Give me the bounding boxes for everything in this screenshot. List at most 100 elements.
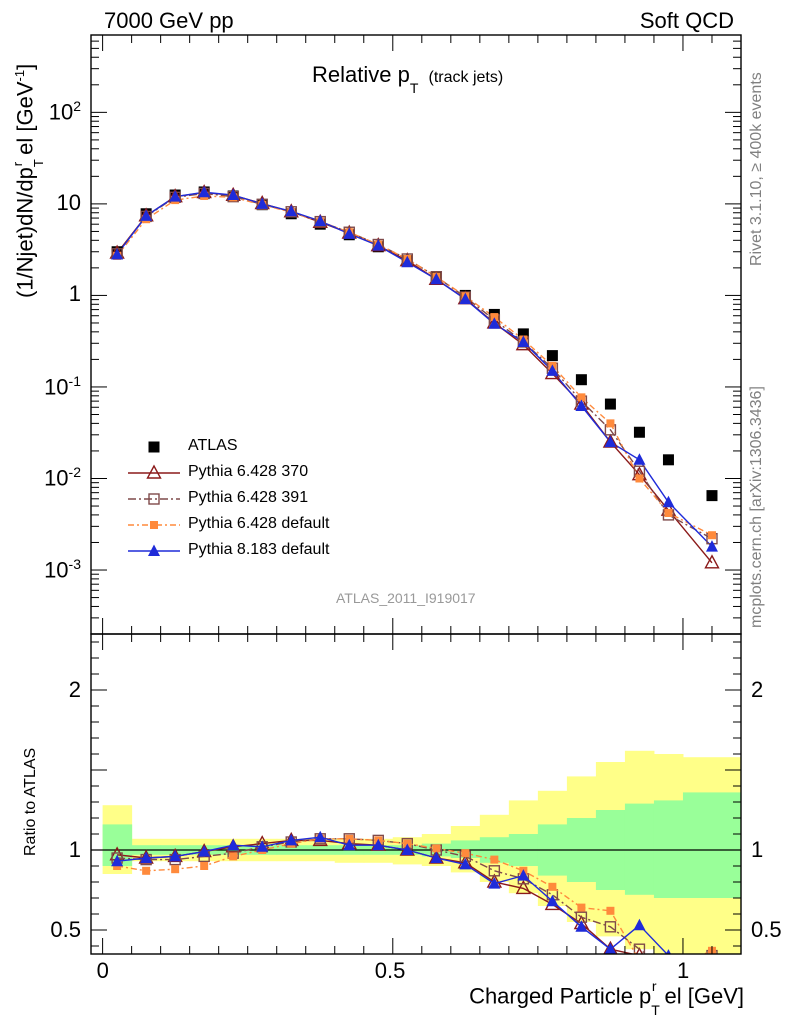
data-point xyxy=(401,255,414,268)
energy-label: 7000 GeV pp xyxy=(104,8,234,33)
data-point xyxy=(662,495,675,508)
legend-marker xyxy=(148,493,160,505)
stat-uncertainty-band xyxy=(653,800,684,898)
x-tick-label: 0.5 xyxy=(374,958,406,983)
ratio-point xyxy=(111,854,124,867)
x-label-sup: r xyxy=(651,978,657,994)
data-point xyxy=(664,508,673,517)
tick-exponent: 2 xyxy=(73,98,81,115)
data-point xyxy=(635,474,644,483)
ratio-point xyxy=(706,959,718,971)
legend-label: Pythia 6.428 391 xyxy=(188,489,309,506)
ratio-point xyxy=(461,849,470,858)
ratio-point xyxy=(227,838,240,851)
data-point xyxy=(285,204,298,217)
data-point xyxy=(488,317,501,329)
ratio-y-tick-label: 2 xyxy=(68,677,81,702)
y-label-sub: T xyxy=(30,159,46,168)
data-point xyxy=(517,335,530,347)
data-point xyxy=(256,197,269,209)
ratio-point xyxy=(662,958,675,970)
ratio-point xyxy=(432,844,441,853)
ratio-uncertainty-bands xyxy=(91,750,741,954)
data-point xyxy=(459,292,472,305)
ratio-point xyxy=(548,882,557,891)
ratio-point xyxy=(171,865,180,874)
tick-mantissa: 10 xyxy=(48,99,74,125)
series-line xyxy=(116,195,713,536)
ratio-point xyxy=(577,903,586,912)
data-point xyxy=(430,272,443,285)
data-point xyxy=(707,531,716,540)
ratio-point xyxy=(401,843,414,855)
plot-title-sub: T xyxy=(409,80,419,97)
ratio-point xyxy=(142,866,151,875)
ratio-series-layer xyxy=(109,830,718,972)
y-label-text: (1/Njet)dN/dp xyxy=(12,167,38,298)
ratio-y-tick-label: 1 xyxy=(68,837,81,862)
ratio-point xyxy=(488,877,501,889)
analysis-watermark: ATLAS_2011_I919017 xyxy=(336,590,476,606)
ratio-point xyxy=(198,845,211,857)
ratio-point xyxy=(314,830,327,843)
data-point xyxy=(706,490,718,502)
ratio-point xyxy=(633,943,646,954)
data-point xyxy=(604,398,616,410)
ratio-frame xyxy=(90,633,742,955)
process-label: Soft QCD xyxy=(639,8,734,33)
legend-label: Pythia 6.428 default xyxy=(188,515,330,532)
data-point xyxy=(546,364,559,376)
data-point xyxy=(140,209,153,221)
ratio-point xyxy=(575,920,588,932)
legend xyxy=(128,441,180,556)
data-point xyxy=(546,350,558,362)
legend-label: Pythia 6.428 370 xyxy=(188,463,309,480)
main-y-tick-label: 1 xyxy=(69,281,81,307)
x-label-text: Charged Particle p xyxy=(469,983,652,1009)
ratio-y-tick-label: 2 xyxy=(751,677,764,702)
data-point xyxy=(704,554,720,569)
ratio-point xyxy=(546,894,559,907)
ratio-point xyxy=(169,849,182,862)
data-point xyxy=(577,393,586,402)
ratio-point xyxy=(256,840,269,852)
tick-exponent: -2 xyxy=(68,464,81,481)
data-point xyxy=(343,227,356,239)
ratio-point xyxy=(285,833,298,846)
ratio-point xyxy=(490,855,499,864)
ratio-point xyxy=(604,942,617,954)
data-point xyxy=(662,454,674,466)
series-line xyxy=(116,191,713,564)
data-point xyxy=(227,188,240,201)
axes-frame xyxy=(90,34,742,955)
mcplots-source-text: mcplots.cern.ch [arXiv:1306.3436] xyxy=(748,386,765,628)
x-label-sub: T xyxy=(651,1001,660,1018)
data-point xyxy=(604,435,617,448)
ratio-point xyxy=(635,956,643,964)
stat-uncertainty-band xyxy=(682,792,741,898)
main-series-layer xyxy=(109,184,720,569)
ratio-point xyxy=(603,940,618,954)
ratio-y-tick-label: 0.5 xyxy=(50,917,81,942)
data-point xyxy=(705,540,718,552)
data-point xyxy=(633,426,645,438)
ratio-point xyxy=(517,869,530,881)
ratio-point xyxy=(229,852,238,861)
x-tick-label: 1 xyxy=(676,958,690,983)
data-point xyxy=(575,399,588,411)
ratio-point xyxy=(665,949,672,954)
main-y-tick-label: 10 xyxy=(57,190,81,216)
tick-mantissa: 10 xyxy=(44,465,69,491)
main-y-tick-label: 102 xyxy=(49,98,81,125)
data-point xyxy=(372,239,385,251)
x-tick-label: 0 xyxy=(96,958,109,983)
ratio-point xyxy=(664,964,672,972)
tick-mantissa: 10 xyxy=(56,189,81,215)
ratio-point xyxy=(200,862,209,870)
data-point xyxy=(633,453,646,465)
tick-exponent: -3 xyxy=(68,556,81,573)
series-line xyxy=(116,192,713,540)
legend-marker xyxy=(150,521,158,529)
main-y-tick-label: 10-2 xyxy=(44,464,81,491)
